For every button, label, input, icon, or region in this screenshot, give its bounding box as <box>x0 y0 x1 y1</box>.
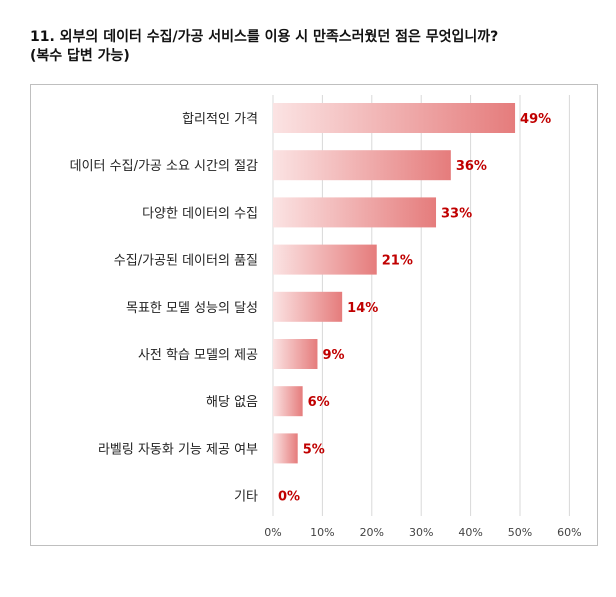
x-tick-label: 0% <box>264 526 281 539</box>
bar <box>273 150 451 181</box>
x-tick-label: 20% <box>360 526 384 539</box>
value-label: 0% <box>278 490 300 505</box>
bar <box>273 386 303 417</box>
title-line-2: (복수 답변 가능) <box>30 48 130 64</box>
bar <box>273 339 318 369</box>
category-label: 합리적인 가격 <box>182 112 258 127</box>
category-label: 사전 학습 모델의 제공 <box>138 348 258 363</box>
value-label: 21% <box>382 254 413 269</box>
bar <box>273 197 437 228</box>
x-tick-label: 30% <box>409 526 433 539</box>
bar <box>273 433 298 464</box>
x-tick-label: 50% <box>508 526 532 539</box>
chart-title: 11. 외부의 데이터 수집/가공 서비스를 이용 시 만족스러웠던 점은 무엇… <box>30 28 610 66</box>
bar <box>273 103 516 133</box>
category-label: 다양한 데이터의 수집 <box>142 206 258 221</box>
value-label: 36% <box>456 159 487 174</box>
title-line-1: 11. 외부의 데이터 수집/가공 서비스를 이용 시 만족스러웠던 점은 무엇… <box>30 29 499 45</box>
category-label: 수집/가공된 데이터의 품질 <box>114 254 258 269</box>
category-label: 해당 없음 <box>206 395 258 410</box>
category-label: 목표한 모델 성능의 달성 <box>126 301 258 316</box>
x-tick-label: 60% <box>557 526 581 539</box>
bar <box>273 291 343 322</box>
bar <box>273 244 377 275</box>
labels: 0% 10% 20% 30% 40% 50% 60% 합리적인 가격 49% 데이터 수집/가공 … <box>70 112 582 539</box>
x-tick-label: 10% <box>310 526 334 539</box>
value-label: 9% <box>322 348 344 363</box>
value-label: 33% <box>441 206 472 221</box>
x-tick-label: 40% <box>458 526 482 539</box>
category-label: 데이터 수집/가공 소요 시간의 절감 <box>70 159 258 174</box>
value-label: 6% <box>308 395 330 410</box>
category-label: 라벨링 자동화 기능 제공 여부 <box>98 442 258 457</box>
value-label: 5% <box>303 442 325 457</box>
bars <box>273 103 516 464</box>
value-label: 14% <box>347 301 378 316</box>
category-label: 기타 <box>234 490 258 505</box>
value-label: 49% <box>520 112 551 127</box>
